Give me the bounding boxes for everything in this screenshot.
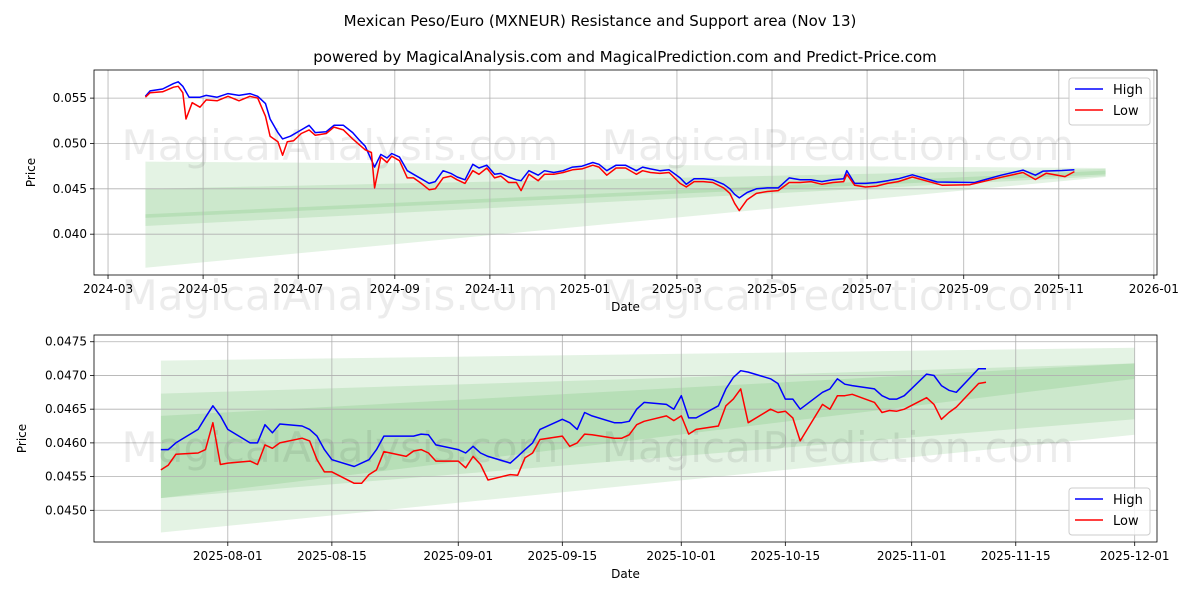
x-axis-label: Date bbox=[611, 567, 640, 581]
x-tick-label: 2024-11 bbox=[465, 282, 515, 296]
x-tick-label: 2024-09 bbox=[370, 282, 420, 296]
support-resistance-band bbox=[160, 363, 1135, 499]
y-tick-label: 0.050 bbox=[53, 136, 87, 150]
high-line bbox=[160, 367, 986, 468]
watermark-text: MagicalPrediction.com bbox=[602, 271, 1075, 320]
y-tick-label: 0.0455 bbox=[45, 470, 87, 484]
bottom-chart: 2025-08-01 2025-08-15 2025-09-01 2025-09-15… bbox=[15, 334, 1170, 581]
legend-label-low: Low bbox=[1113, 514, 1139, 529]
watermark-text: MagicalAnalysis.com bbox=[122, 423, 559, 472]
x-tick-label: 2024-05 bbox=[178, 282, 228, 296]
support-resistance-band bbox=[160, 363, 1135, 499]
legend-label-high: High bbox=[1113, 83, 1143, 98]
y-tick-label: 0.055 bbox=[53, 91, 87, 105]
legend: High Low bbox=[1068, 487, 1151, 536]
support-resistance-band bbox=[145, 161, 1106, 268]
legend: High Low bbox=[1068, 77, 1151, 126]
axes-frame bbox=[93, 69, 1158, 276]
x-tick-label: 2025-12-01 bbox=[1100, 549, 1170, 563]
y-tick-label: 0.0475 bbox=[45, 335, 87, 349]
y-tick-label: 0.0450 bbox=[45, 503, 87, 517]
chart-title: Mexican Peso/Euro (MXNEUR) Resistance an… bbox=[344, 12, 857, 30]
low-line bbox=[144, 85, 1075, 212]
x-tick-label: 2025-01 bbox=[560, 282, 610, 296]
x-axis-label: Date bbox=[611, 300, 640, 314]
watermark-text: MagicalPrediction.com bbox=[602, 121, 1075, 170]
watermark-text: MagicalPrediction.com bbox=[602, 423, 1075, 472]
x-tick-label: 2024-03 bbox=[83, 282, 133, 296]
x-tick-label: 2025-09 bbox=[939, 282, 989, 296]
x-tick-label: 2025-07 bbox=[842, 282, 892, 296]
x-tick-label: 2025-11-01 bbox=[877, 549, 947, 563]
x-tick-label: 2025-03 bbox=[652, 282, 702, 296]
high-line bbox=[144, 81, 1075, 199]
x-tick-label: 2025-10-01 bbox=[646, 549, 716, 563]
legend-label-low: Low bbox=[1113, 104, 1139, 119]
x-tick-label: 2025-11-15 bbox=[981, 549, 1051, 563]
legend-label-high: High bbox=[1113, 493, 1143, 508]
x-tick-label: 2025-09-15 bbox=[527, 549, 597, 563]
x-tick-label: 2025-05 bbox=[747, 282, 797, 296]
watermark-text: MagicalAnalysis.com bbox=[122, 271, 559, 320]
top-chart: 2024-03 2024-05 2024-07 2024-09 2024-11 2025-… bbox=[24, 69, 1179, 320]
chart-subtitle: powered by MagicalAnalysis.com and Magic… bbox=[313, 48, 937, 66]
y-tick-label: 0.040 bbox=[53, 227, 87, 241]
axes-frame bbox=[93, 334, 1158, 543]
x-tick-label: 2025-11 bbox=[1034, 282, 1084, 296]
low-line bbox=[160, 381, 987, 485]
y-axis-label: Price bbox=[24, 158, 38, 187]
support-resistance-band bbox=[160, 347, 1135, 533]
y-axis-label: Price bbox=[15, 424, 29, 453]
y-tick-label: 0.045 bbox=[53, 182, 87, 196]
y-tick-label: 0.0465 bbox=[45, 402, 87, 416]
y-tick-label: 0.0460 bbox=[45, 436, 87, 450]
x-tick-label: 2026-01 bbox=[1129, 282, 1179, 296]
x-tick-label: 2024-07 bbox=[273, 282, 323, 296]
x-tick-label: 2025-10-15 bbox=[750, 549, 820, 563]
y-tick-label: 0.0470 bbox=[45, 368, 87, 382]
x-tick-label: 2025-08-01 bbox=[193, 549, 263, 563]
x-tick-label: 2025-09-01 bbox=[423, 549, 493, 563]
support-resistance-band bbox=[145, 170, 1106, 218]
x-tick-label: 2025-08-15 bbox=[297, 549, 367, 563]
